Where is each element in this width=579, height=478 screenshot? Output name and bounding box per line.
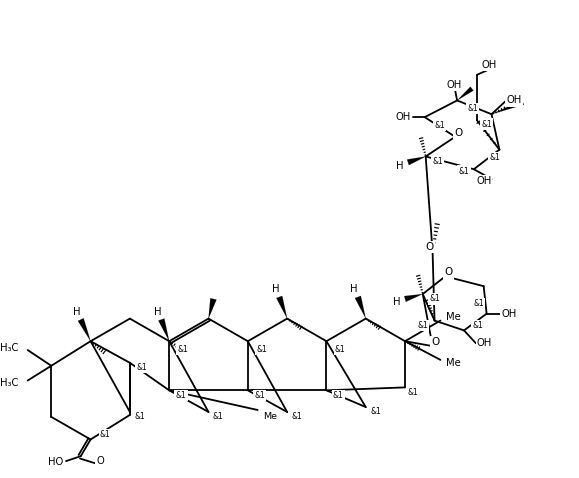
Text: &1: &1: [292, 413, 302, 422]
Text: H₃C: H₃C: [1, 379, 19, 389]
Text: O: O: [444, 268, 452, 278]
Text: O: O: [97, 456, 104, 466]
Text: OH: OH: [501, 309, 516, 319]
Text: &1: &1: [136, 363, 147, 372]
Text: &1: &1: [256, 345, 267, 354]
Polygon shape: [159, 318, 169, 341]
Text: Me: Me: [263, 413, 277, 422]
Text: H: H: [153, 307, 161, 317]
Polygon shape: [404, 294, 423, 302]
Text: &1: &1: [254, 391, 265, 400]
Text: &1: &1: [178, 345, 188, 354]
Text: Me: Me: [446, 312, 461, 322]
Text: OH: OH: [446, 80, 462, 90]
Text: O: O: [431, 337, 439, 347]
Text: OH: OH: [482, 60, 497, 70]
Text: OH: OH: [395, 112, 411, 122]
Polygon shape: [457, 87, 474, 100]
Text: H: H: [397, 161, 404, 171]
Text: O: O: [454, 128, 462, 138]
Polygon shape: [407, 156, 426, 165]
Text: &1: &1: [134, 413, 145, 422]
Polygon shape: [276, 296, 287, 319]
Polygon shape: [208, 298, 217, 319]
Text: Me: Me: [446, 358, 461, 368]
Text: H: H: [272, 284, 279, 294]
Text: OH: OH: [506, 96, 522, 106]
Text: &1: &1: [408, 388, 418, 397]
Text: H: H: [394, 297, 401, 307]
Text: &1: &1: [467, 104, 478, 113]
Text: H: H: [350, 284, 358, 294]
Text: H₃C: H₃C: [1, 343, 19, 353]
Text: &1: &1: [429, 294, 440, 304]
Text: &1: &1: [175, 391, 186, 400]
Text: &1: &1: [472, 321, 483, 330]
Text: H: H: [73, 307, 80, 317]
Text: OH: OH: [477, 338, 492, 348]
Text: &1: &1: [370, 407, 381, 416]
Text: O: O: [444, 267, 452, 277]
Polygon shape: [355, 296, 366, 319]
Text: &1: &1: [432, 157, 443, 166]
Text: &1: &1: [335, 345, 346, 354]
Text: &1: &1: [100, 430, 111, 439]
Text: &1: &1: [333, 391, 343, 400]
Text: OH: OH: [476, 176, 492, 186]
Text: &1: &1: [474, 299, 484, 308]
Text: &1: &1: [459, 167, 470, 176]
Text: HO: HO: [48, 457, 63, 467]
Text: &1: &1: [213, 413, 223, 422]
Polygon shape: [492, 100, 524, 114]
Text: &1: &1: [434, 120, 445, 130]
Text: &1: &1: [481, 120, 492, 129]
Text: O: O: [426, 242, 434, 252]
Text: &1: &1: [417, 321, 428, 330]
Text: &1: &1: [489, 153, 500, 162]
Polygon shape: [78, 318, 90, 341]
